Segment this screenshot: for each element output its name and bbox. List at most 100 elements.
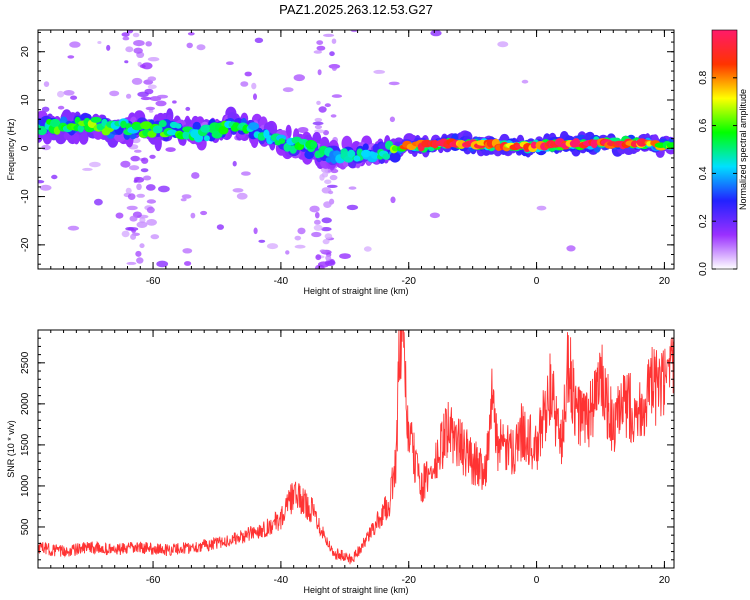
noise-blob xyxy=(186,42,193,49)
noise-blob xyxy=(232,188,244,193)
x-tick-label: 0 xyxy=(534,575,540,586)
axes: -60 -40 -20 0 20 -20 -10 0 10 20 Height of straigh… xyxy=(6,29,675,595)
noise-blob xyxy=(136,183,142,191)
noise-blob xyxy=(121,32,130,37)
ridge-blob xyxy=(90,116,102,123)
noise-blob xyxy=(319,249,326,253)
noise-blob xyxy=(181,194,192,199)
noise-blob xyxy=(318,106,327,113)
bottom-x-axis-label: Height of straight line (km) xyxy=(303,585,408,595)
noise-blob xyxy=(323,33,335,38)
noise-blob xyxy=(133,40,145,47)
ridge-blob xyxy=(203,135,210,142)
noise-blob xyxy=(51,174,58,180)
noise-blob xyxy=(134,149,142,153)
noise-blob xyxy=(145,184,156,191)
noise-blob xyxy=(135,250,142,257)
ridge-blob xyxy=(304,150,315,160)
noise-blob xyxy=(282,87,294,93)
noise-blob xyxy=(232,160,237,167)
noise-blob xyxy=(67,55,75,59)
ridge-blob xyxy=(77,124,85,133)
noise-blob xyxy=(172,100,177,104)
y-tick-label: 500 xyxy=(20,518,31,535)
noise-blob xyxy=(130,155,140,162)
noise-blob xyxy=(251,82,257,90)
noise-blob xyxy=(156,94,169,99)
noise-blob xyxy=(236,192,248,200)
noise-blob xyxy=(147,57,160,62)
noise-blob xyxy=(94,198,103,206)
ridge-blob xyxy=(182,130,191,140)
noise-blob xyxy=(311,231,322,238)
y-tick-label: 10 xyxy=(20,94,31,106)
noise-blob xyxy=(325,254,332,262)
ridge-blob xyxy=(248,122,260,131)
noise-blob xyxy=(141,157,149,164)
spectrogram xyxy=(38,30,674,269)
colorbar-tick-label: 0.4 xyxy=(698,166,709,180)
noise-blob xyxy=(158,185,170,193)
y-tick-label: 0 xyxy=(20,145,31,151)
noise-blob xyxy=(285,250,290,255)
noise-blob xyxy=(131,77,143,85)
x-tick-label: -20 xyxy=(402,276,417,287)
noise-blob xyxy=(312,121,324,126)
x-tick-label: 0 xyxy=(534,276,540,287)
noise-blob xyxy=(566,245,576,252)
noise-blob xyxy=(106,44,111,51)
noise-blob xyxy=(313,50,322,54)
colorbar-label: Normalized spectral amplitude xyxy=(738,89,748,210)
noise-blob xyxy=(145,106,155,111)
noise-blob xyxy=(126,30,134,34)
noise-blob xyxy=(390,196,396,204)
ridge-blob xyxy=(278,138,286,144)
noise-blob xyxy=(125,187,132,194)
noise-blob xyxy=(149,154,156,159)
ridge-blob xyxy=(325,157,332,163)
noise-blob xyxy=(323,130,329,136)
chart-title: PAZ1.2025.263.12.53.G27 xyxy=(279,2,433,17)
noise-blob xyxy=(148,109,154,113)
ridge-blob xyxy=(666,142,674,149)
noise-blob xyxy=(309,205,320,213)
noise-blob xyxy=(266,243,279,250)
ridge-blob xyxy=(347,149,356,158)
noise-blob xyxy=(125,227,134,231)
noise-blob xyxy=(191,172,200,179)
x-tick-label: -60 xyxy=(146,575,161,586)
noise-blob xyxy=(140,96,152,101)
noise-blob xyxy=(521,79,529,84)
noise-blob xyxy=(182,248,193,254)
noise-blob xyxy=(253,227,258,235)
noise-blob xyxy=(324,103,331,108)
noise-blob xyxy=(339,253,351,259)
noise-blob xyxy=(41,106,50,113)
noise-blob xyxy=(293,74,305,82)
noise-blob xyxy=(129,215,138,222)
noise-blob xyxy=(363,246,372,252)
noise-blob xyxy=(127,193,136,201)
x-tick-label: -40 xyxy=(274,276,289,287)
noise-blob xyxy=(331,94,343,98)
ridge-blob xyxy=(50,118,61,128)
noise-blob xyxy=(38,180,45,184)
noise-blob xyxy=(136,193,145,198)
noise-blob xyxy=(315,254,322,261)
noise-blob xyxy=(429,212,440,219)
top-x-axis-label: Height of straight line (km) xyxy=(303,286,408,296)
ridge-blob xyxy=(120,120,127,129)
y-tick-label: -20 xyxy=(20,237,31,252)
noise-blob xyxy=(156,260,169,268)
noise-blob xyxy=(124,60,129,64)
noise-blob xyxy=(136,257,144,264)
noise-blob xyxy=(254,37,264,43)
bottom-y-axis-label: SNR (10 * v/v) xyxy=(6,420,16,478)
y-tick-label: 2500 xyxy=(20,351,31,374)
noise-blob xyxy=(147,76,157,82)
noise-blob xyxy=(145,41,152,47)
noise-blob xyxy=(82,167,93,171)
colorbar-tick-label: 0.2 xyxy=(698,214,709,228)
noise-blob xyxy=(128,165,140,171)
